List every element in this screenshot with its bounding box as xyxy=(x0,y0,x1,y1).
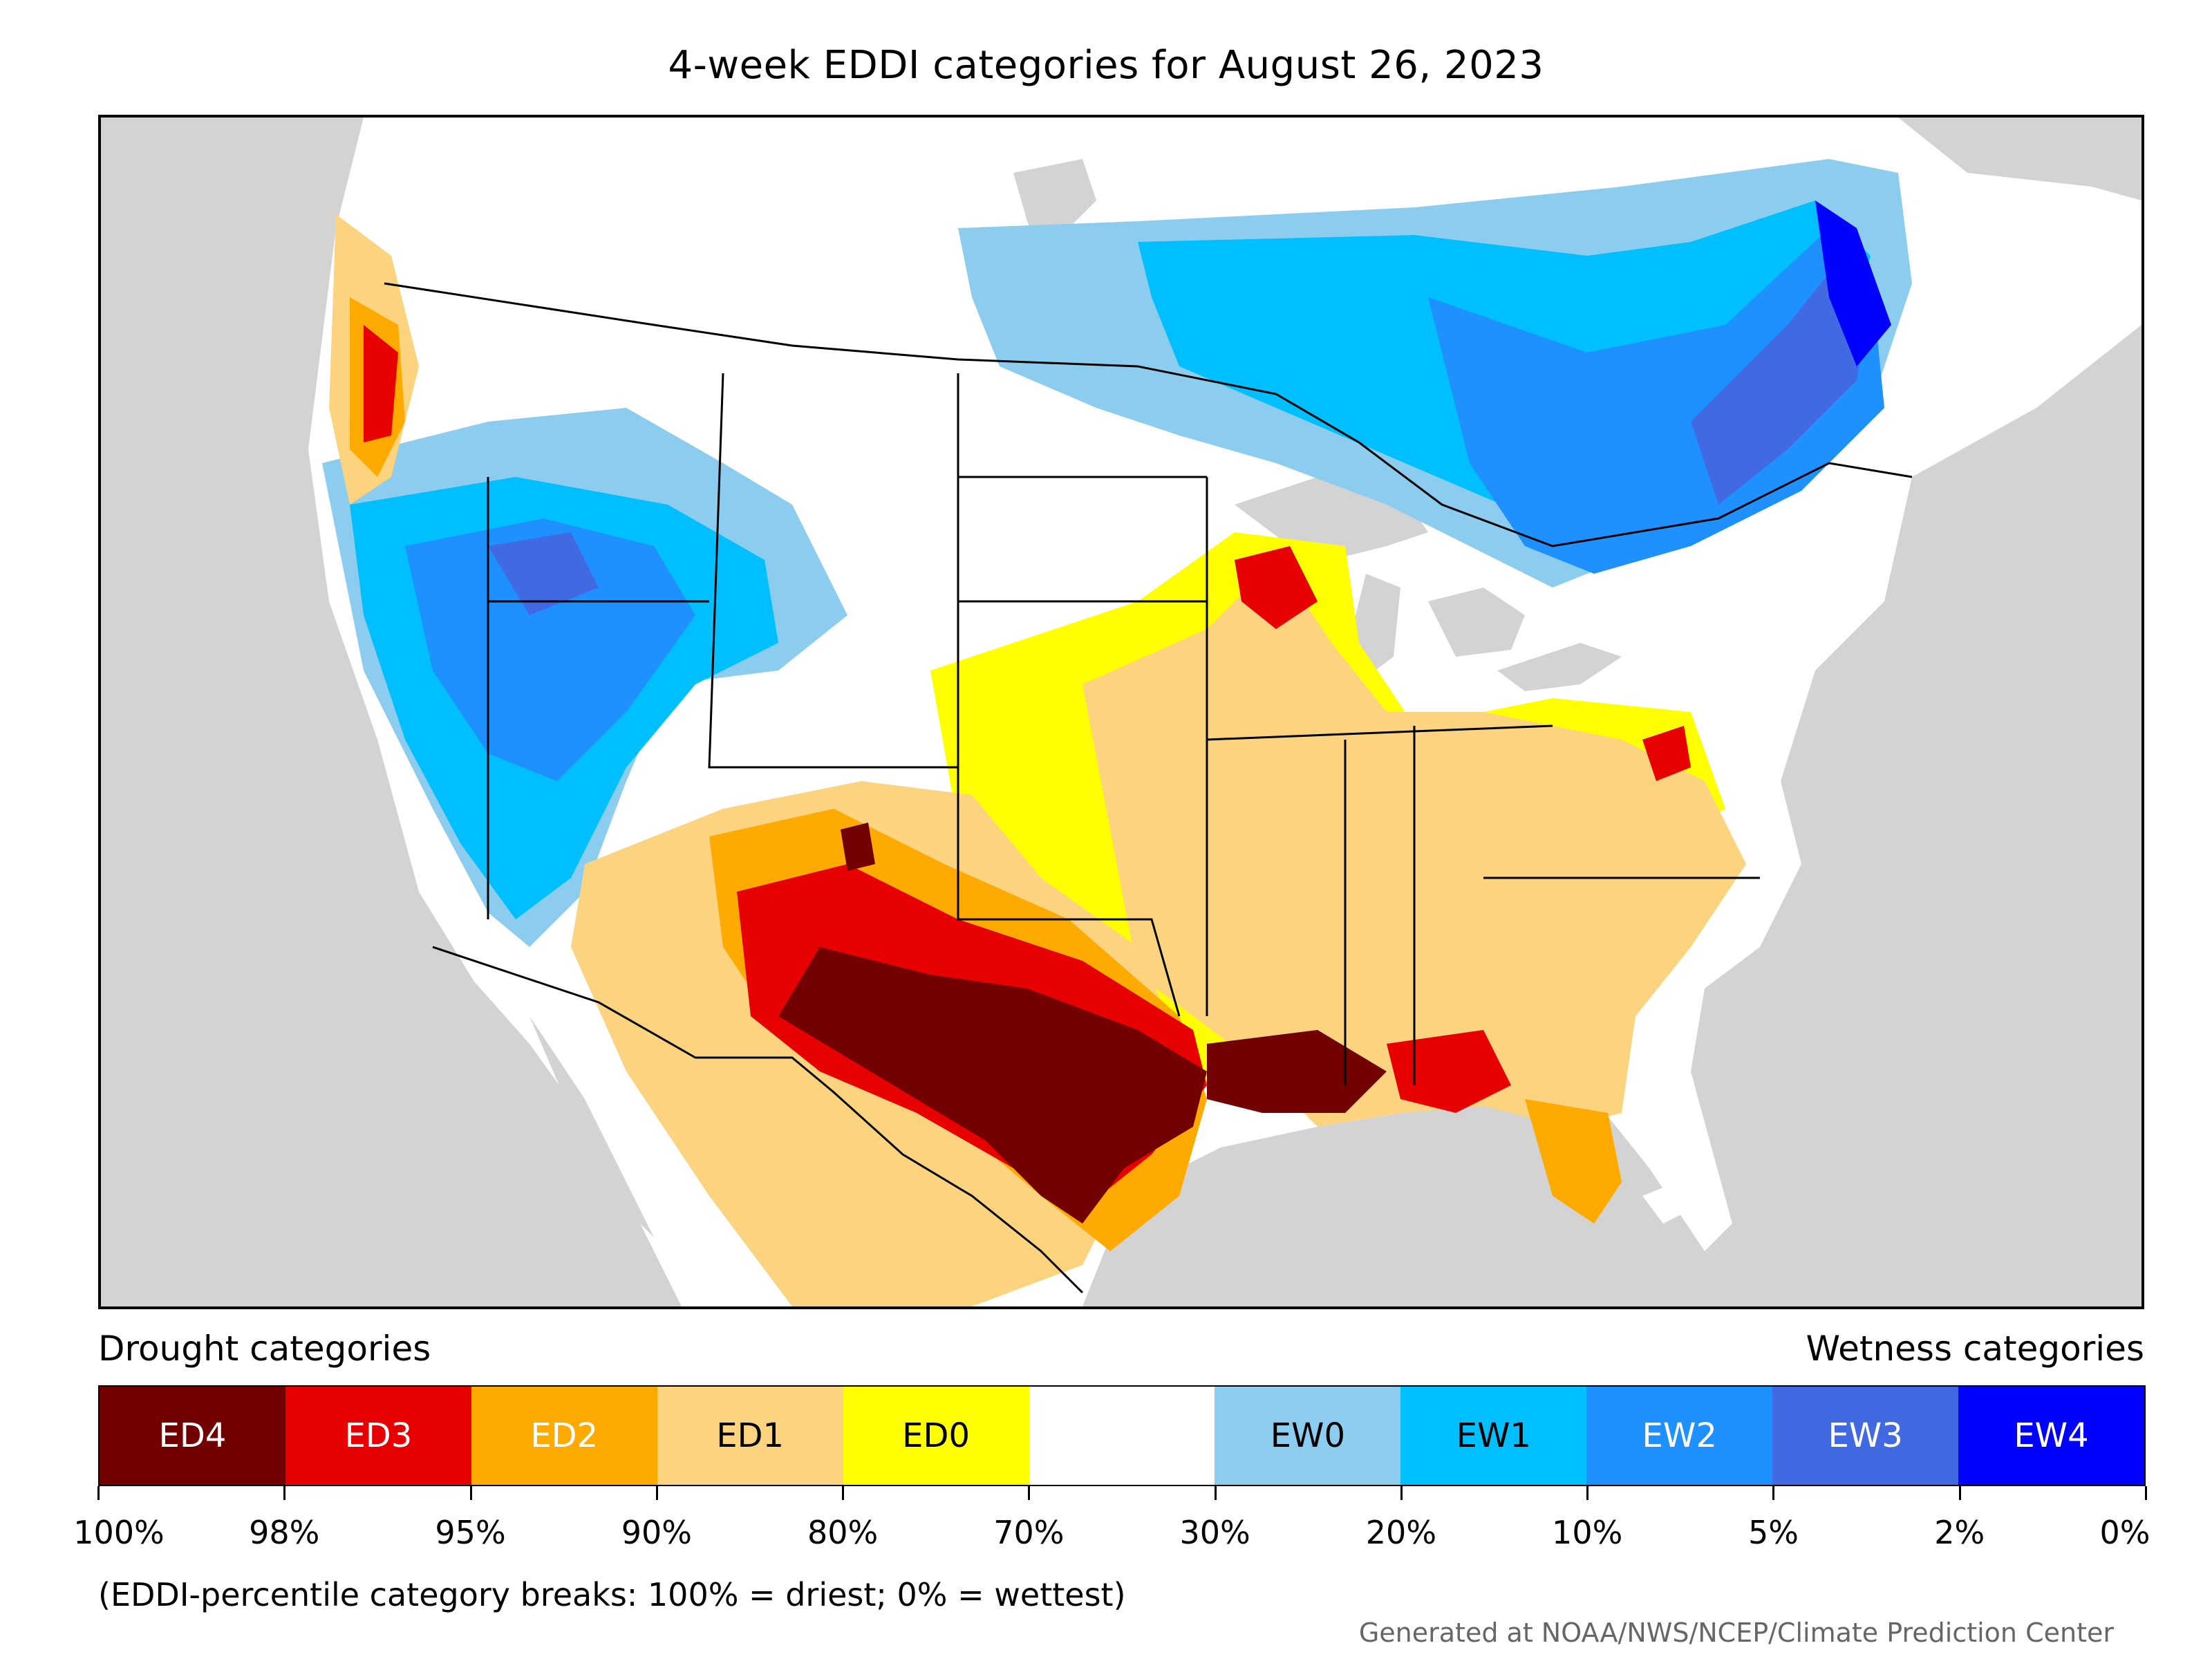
region-ed4-texas xyxy=(778,947,1207,1224)
legend-break-label: 98% xyxy=(249,1514,320,1551)
region-ed3-gulf-coast xyxy=(1387,1030,1511,1113)
state-line-1 xyxy=(708,373,959,769)
legend-break-label: 5% xyxy=(1747,1514,1799,1551)
region-ed3-iowa xyxy=(1235,546,1318,629)
state-line-4 xyxy=(1206,477,1553,1085)
region-ed4-colorado-sw xyxy=(841,823,875,871)
legend-tick xyxy=(842,1486,845,1500)
region-ew2-quebec xyxy=(1428,228,1884,574)
category-legend: ED4 ED3 ED2 ED1 ED0 EW0 EW1 EW2 EW3 EW4 xyxy=(98,1385,2146,1486)
legend-break-label: 10% xyxy=(1552,1514,1623,1551)
legend-tick xyxy=(655,1486,658,1500)
state-line-3 xyxy=(957,767,1181,1017)
region-ed4-louisiana xyxy=(1207,1030,1387,1113)
legend-swatch: EW1 xyxy=(1400,1387,1587,1485)
legend-tick xyxy=(283,1486,286,1500)
legend-swatch: EW0 xyxy=(1215,1387,1401,1485)
legend-break-label: 30% xyxy=(1179,1514,1250,1551)
legend-break-label: 2% xyxy=(1934,1514,1985,1551)
region-ew2-nevada xyxy=(405,518,695,781)
region-ed2-florida xyxy=(1525,1099,1622,1224)
legend-break-label: 0% xyxy=(2099,1514,2150,1551)
boundaries xyxy=(384,282,1913,1294)
legend-ticks xyxy=(97,1486,2147,1507)
legend-swatch: ED2 xyxy=(471,1387,657,1485)
region-ed3-pnw-coast xyxy=(364,325,398,442)
map-title: 4-week EDDI categories for August 26, 20… xyxy=(668,43,1544,88)
legend-break-label: 20% xyxy=(1365,1514,1437,1551)
legend-swatch: ED1 xyxy=(657,1387,843,1485)
legend-break-label: 100% xyxy=(73,1514,165,1551)
region-ew4-quebec xyxy=(1815,200,1891,366)
map-canvas xyxy=(101,118,2141,1306)
legend-tick xyxy=(1958,1486,1961,1500)
category-breaks-note: (EDDI-percentile category breaks: 100% =… xyxy=(98,1576,1126,1613)
legend-swatch: ED0 xyxy=(843,1387,1029,1485)
us-mexico-border xyxy=(432,946,1084,1294)
legend-tick xyxy=(469,1486,472,1500)
legend-swatch: EW4 xyxy=(1958,1387,2144,1485)
legend-tick xyxy=(1772,1486,1775,1500)
state-line-5 xyxy=(487,477,1760,1085)
legend-tick xyxy=(1214,1486,1217,1500)
state-line-2 xyxy=(488,476,1207,603)
legend-break-label: 95% xyxy=(435,1514,506,1551)
gulf-of-california xyxy=(529,1016,654,1237)
wetness-categories-heading: Wetness categories xyxy=(1806,1329,2144,1369)
legend-break-label: 90% xyxy=(621,1514,692,1551)
legend-tick xyxy=(2145,1486,2147,1500)
great-lakes xyxy=(1235,477,1622,691)
legend-tick xyxy=(1400,1486,1403,1500)
region-ew3-oregon xyxy=(488,532,599,615)
legend-tick xyxy=(1028,1486,1031,1500)
region-ed3-virginia xyxy=(1642,726,1691,781)
legend-break-label: 70% xyxy=(993,1514,1065,1551)
drought-categories-heading: Drought categories xyxy=(98,1329,431,1369)
eddi-map xyxy=(98,115,2144,1309)
legend-tick xyxy=(97,1486,100,1500)
legend-swatch: EW3 xyxy=(1772,1387,1959,1485)
legend-tick xyxy=(1586,1486,1589,1500)
us-canada-border xyxy=(384,282,1913,547)
florida-keys-bahamas xyxy=(1642,1182,1691,1224)
region-ew3-quebec xyxy=(1691,256,1871,505)
credit-line: Generated at NOAA/NWS/NCEP/Climate Predi… xyxy=(1358,1618,2114,1648)
legend-swatch xyxy=(1029,1387,1215,1485)
legend-break-label: 80% xyxy=(807,1514,879,1551)
legend-swatch: EW2 xyxy=(1586,1387,1773,1485)
legend-swatch: ED3 xyxy=(285,1387,471,1485)
legend-swatch: ED4 xyxy=(100,1387,285,1485)
